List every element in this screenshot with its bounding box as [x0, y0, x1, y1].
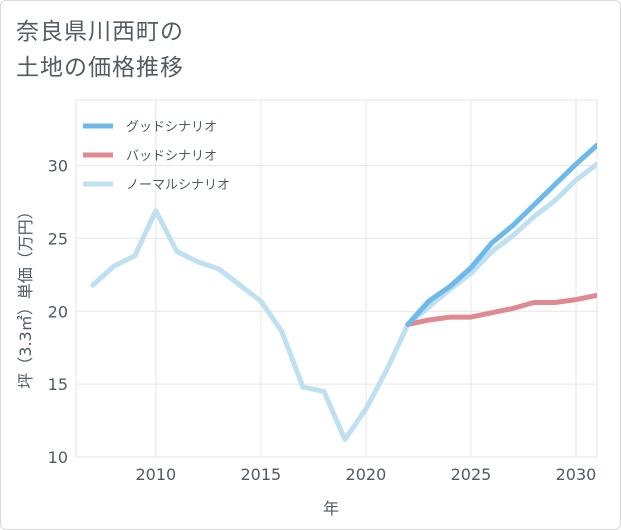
y-axis-ticks: 10 15 20 25 30	[48, 157, 68, 467]
title-line-2: 土地の価格推移	[16, 55, 184, 81]
y-tick-label: 10	[48, 448, 68, 467]
title-line-1: 奈良県川西町の	[16, 19, 184, 45]
vertical-gridlines	[155, 100, 577, 457]
y-tick-label: 30	[48, 157, 68, 176]
chart-title: 奈良県川西町の 土地の価格推移	[16, 14, 184, 86]
series-layer	[90, 142, 597, 442]
x-tick-label: 2010	[135, 465, 176, 484]
y-axis-title: 坪（3.3㎡）単価（万円）	[16, 203, 35, 388]
x-tick-label: 2030	[556, 465, 597, 484]
x-tick-label: 2025	[451, 465, 492, 484]
x-tick-label: 2015	[241, 465, 282, 484]
legend-label: ノーマルシナリオ	[126, 178, 230, 193]
x-tick-label: 2020	[346, 465, 387, 484]
y-tick-label: 25	[48, 229, 68, 248]
x-axis-ticks: 2010 2015 2020 2025 2030	[135, 465, 596, 484]
series-line-good	[405, 142, 597, 327]
legend-label: グッドシナリオ	[126, 120, 217, 135]
y-tick-label: 15	[48, 375, 68, 394]
y-tick-label: 20	[48, 302, 68, 321]
series-line-normal	[90, 161, 597, 442]
x-axis-title: 年	[323, 499, 339, 518]
legend-label: バッドシナリオ	[126, 149, 217, 164]
series-line-bad	[405, 292, 597, 327]
